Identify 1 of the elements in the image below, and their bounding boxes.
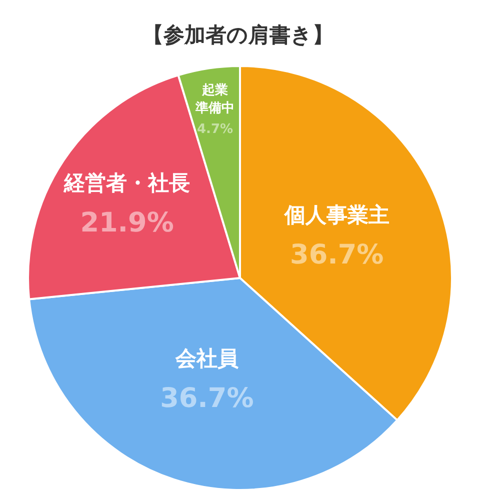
title: 【参加者の肩書き】 [142,23,334,47]
